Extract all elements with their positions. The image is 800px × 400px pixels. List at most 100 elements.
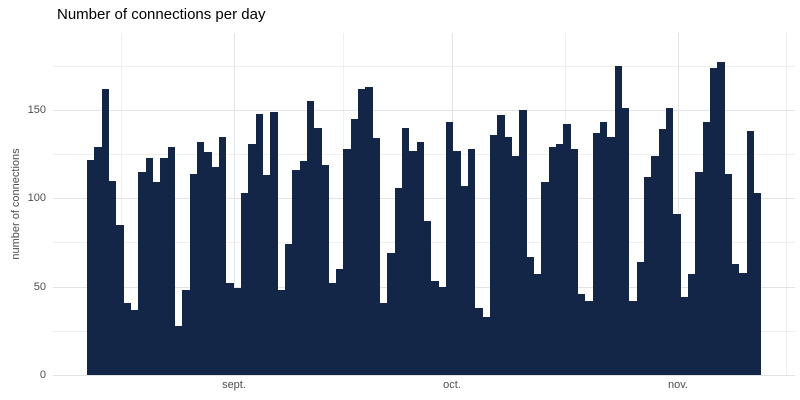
bar [292,170,300,375]
bar [343,148,351,375]
bar [482,316,491,375]
bar [277,290,285,375]
bar [497,115,505,375]
bar [468,148,476,375]
chart-title: Number of connections per day [57,6,266,23]
bar [196,141,205,375]
bar [717,62,725,375]
bar [746,131,754,375]
bar [519,110,527,375]
bar [687,274,696,375]
y-axis-tick-label: 100 [27,192,46,205]
bar [372,138,381,375]
bar [438,286,447,375]
bar [475,307,483,375]
bar [629,300,637,375]
bar [490,134,498,375]
bar [284,244,293,375]
bar [460,186,469,375]
bar [328,283,337,375]
bar [424,221,432,375]
bar [350,118,359,375]
bar [709,67,718,375]
bar [138,171,146,375]
bar [409,150,417,375]
bar [665,108,674,375]
bar [233,288,241,375]
bar [255,113,263,375]
bar [240,193,249,375]
bar [563,124,571,375]
bar [673,214,681,375]
bar [167,147,175,375]
bar [570,148,578,375]
bars-container [87,62,762,375]
bar [152,182,161,375]
gridline-horizontal [53,375,795,376]
x-axis-tick-label: sept. [222,379,246,391]
gridline-vertical [786,33,787,376]
bar [658,129,666,375]
x-axis-tick-label: nov. [668,379,688,391]
bar [548,147,556,375]
bar [753,193,762,375]
bar [87,159,95,375]
bar [592,133,600,375]
bar [636,261,644,375]
bar [108,180,117,375]
bar [541,182,549,375]
bar [680,297,688,375]
bar [130,309,139,375]
bar [174,325,183,375]
bar [365,87,373,375]
bar [614,65,622,375]
bar [262,175,271,375]
gridline-vertical [234,33,235,376]
bar [270,111,278,375]
bar [731,263,740,375]
bar [226,283,234,375]
plot-panel [53,33,795,376]
bar [321,164,329,375]
bar [724,173,732,375]
y-axis-tick-label: 50 [33,280,46,293]
bar [387,253,395,375]
bar [116,224,124,375]
x-axis-tick-label: oct. [443,379,461,391]
bar [160,157,168,375]
bar [431,281,439,375]
bar [504,136,513,375]
bar [585,300,593,375]
bar [123,302,131,375]
bar [739,272,747,375]
bar [218,136,227,375]
bar [643,177,652,375]
bar [101,88,109,375]
bar [306,101,315,375]
bar [204,152,212,375]
bar [607,136,615,375]
gridline-horizontal [53,65,795,67]
bar [599,122,608,375]
bar [189,173,197,375]
bar [336,269,344,375]
bar [314,127,322,375]
bar [248,143,256,375]
bar [402,127,410,375]
bar [621,108,630,375]
bar [577,293,586,375]
bar [534,274,542,375]
bar [416,141,425,375]
bar [94,147,102,375]
bar [556,143,564,375]
bar [702,122,710,375]
gridline-vertical [121,33,122,376]
bar [453,150,461,375]
bar [651,155,659,375]
y-axis-tick-label: 150 [27,103,46,116]
bar [512,155,520,375]
gridline-vertical [678,33,679,376]
gridline-horizontal [53,109,795,111]
bar [526,256,535,375]
